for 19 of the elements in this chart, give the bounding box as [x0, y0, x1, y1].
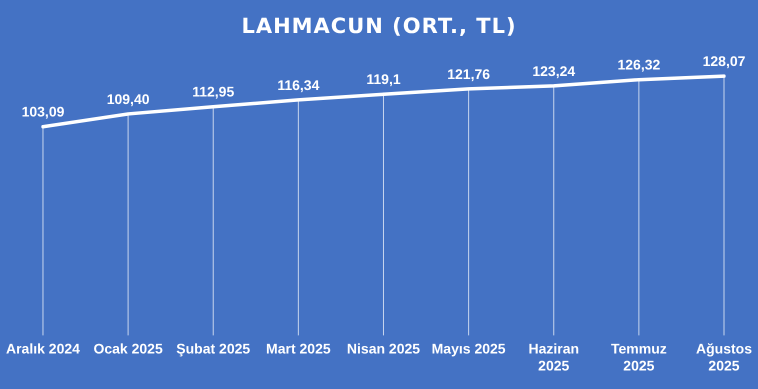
data-label: 128,07 — [702, 53, 746, 70]
data-label: 123,24 — [532, 62, 576, 79]
x-tick-label: Mayıs 2025 — [432, 340, 506, 357]
data-label: 126,32 — [617, 56, 660, 73]
x-tick-label: Nisan 2025 — [346, 340, 420, 357]
chart-title: LAHMACUN (ORT., TL) — [240, 14, 518, 38]
data-label: 116,34 — [277, 76, 320, 93]
x-tick-label: Temmuz 2025 — [610, 340, 667, 374]
data-label: 119,1 — [366, 71, 401, 88]
x-tick-label: Şubat 2025 — [176, 340, 250, 357]
x-tick-label: Ağustos 2025 — [696, 340, 752, 374]
data-label: 103,09 — [22, 104, 65, 120]
x-tick-label: Haziran 2025 — [528, 340, 580, 374]
data-label: 112,95 — [192, 84, 234, 100]
x-tick-label: Ocak 2025 — [93, 340, 163, 357]
data-label: 109,40 — [106, 90, 150, 107]
x-tick-label: Aralık 2024 — [6, 340, 80, 357]
data-label: 121,76 — [447, 66, 490, 82]
x-tick-label: Mart 2025 — [266, 340, 331, 357]
